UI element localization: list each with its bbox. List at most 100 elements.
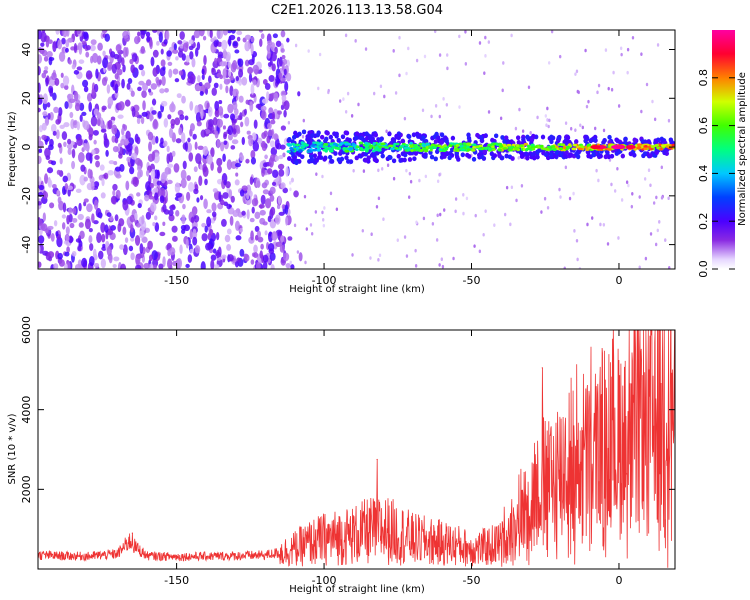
spectrogram-noise-blob [474,213,477,218]
spectrogram-noise-blob [120,263,127,269]
spectrogram-noise-blob [148,254,154,262]
spectrogram-noise-blob [112,183,118,191]
spectrogram-noise-blob [143,262,150,269]
spectrogram-noise-blob [104,224,109,233]
spectrogram-noise-blob [251,206,255,214]
spectrogram-noise-blob [212,188,218,193]
spectrogram-noise-blob [172,68,179,75]
spectrogram-line-core [497,142,503,146]
spectrogram-noise-blob [76,121,81,131]
spectrogram-line-halo [620,153,626,159]
spectrogram-line-core [491,145,495,149]
spectrogram-noise-blob [248,72,253,83]
spectrogram-line-halo [471,156,477,162]
spectrogram-noise-blob [546,205,550,210]
spectrogram-noise-blob [303,194,307,199]
spectrogram-noise-blob [197,75,201,83]
spectrogram-noise-blob [576,257,579,262]
spectrogram-noise-blob [96,232,102,244]
spectrogram-noise-blob [207,106,213,117]
spectrogram-noise-blob [248,59,255,66]
spectrogram-noise-blob [509,222,512,227]
spectrogram-line-core [523,142,529,146]
spectrogram-noise-blob [150,202,157,212]
spectrogram-noise-blob [226,243,232,251]
spectrogram-noise-blob [130,223,134,233]
spectrogram-noise-blob [38,54,43,64]
spectrogram-noise-blob [435,238,439,242]
spectrogram-noise-blob [436,179,440,184]
spectrogram-line-core [312,148,317,152]
spectrogram-noise-blob [379,84,383,89]
spectrogram-noise-blob [38,218,43,226]
spectrogram-noise-blob [87,168,92,179]
spectrogram-noise-blob [245,99,250,105]
spectrogram-noise-blob [125,46,129,57]
spectrogram-noise-blob [515,198,518,203]
spectrogram-noise-blob [183,224,191,232]
spectrogram-noise-blob [139,169,143,178]
spectrogram-noise-blob [658,220,661,224]
spectrogram-line-core [466,142,471,146]
spectrogram-noise-blob [71,148,76,159]
spectrogram-noise-blob [346,91,350,96]
spectrogram-noise-blob [142,82,148,92]
spectrogram-noise-blob [93,220,99,225]
spectrogram-noise-blob [369,256,372,260]
spectrogram-noise-blob [167,114,172,120]
spectrogram-noise-blob [219,61,226,67]
spectrogram-noise-blob [638,195,641,199]
spectrogram-noise-blob [124,99,131,107]
spectrogram-noise-blob [135,254,141,266]
spectrogram-noise-blob [547,124,550,129]
spectrogram-line-core [497,148,502,152]
spectrogram-line-core [587,146,591,150]
spectrogram-noise-blob [442,97,445,101]
spectrogram-noise-blob [423,54,427,59]
spectrogram-noise-blob [69,111,74,119]
spectrogram-noise-blob [280,182,286,190]
spectrogram-noise-blob [275,241,282,248]
spectrogram-line-halo [478,151,483,157]
spectrogram-noise-blob [81,40,87,46]
spectrogram-line-core [376,148,382,152]
spectrogram-line-core [298,149,303,152]
spectrogram-line-core [390,147,395,151]
spectrogram-noise-blob [204,225,208,233]
spectrogram-noise-blob [53,106,59,114]
spectrogram-line-halo [353,135,359,141]
spectrogram-noise-blob [160,48,164,55]
spectrogram-line-core [355,145,360,149]
spectrogram-noise-blob [206,154,213,165]
spectrogram-line-halo [535,154,540,160]
spectrogram-marks [38,30,675,269]
spectrogram-noise-blob [564,165,568,170]
spectrogram-noise-blob [439,212,442,217]
spectrogram-line-core [396,142,400,146]
spectrogram-noise-blob [502,61,505,65]
spectrogram-noise-blob [91,149,96,155]
spectrogram-line-halo [615,138,620,144]
spectrogram-line-halo [628,151,633,157]
spectrogram-noise-blob [100,32,104,40]
colorbar-gradient [712,30,735,269]
spectrogram-noise-blob [129,214,136,223]
spectrogram-line-halo [407,157,413,162]
spectrogram-noise-blob [163,118,169,128]
spectrogram-noise-blob [69,222,75,229]
spectrogram-noise-blob [606,242,610,246]
spectrogram-line-core [380,142,386,146]
spectrogram-noise-blob [83,201,87,207]
spectrogram-line-core [423,149,429,153]
spectrogram-noise-blob [178,127,183,136]
spectrogram-noise-blob [145,181,152,191]
spectrogram-noise-blob [126,195,133,205]
spectrogram-line-core [371,149,376,153]
spectrogram-noise-blob [122,199,129,211]
spectrogram-noise-blob [280,235,285,243]
spectrogram-noise-blob [38,107,41,113]
spectrogram-noise-blob [41,122,47,131]
spectrogram-line-core [374,146,379,149]
spectrogram-noise-blob [101,30,108,34]
spectrogram-noise-blob [272,33,278,39]
